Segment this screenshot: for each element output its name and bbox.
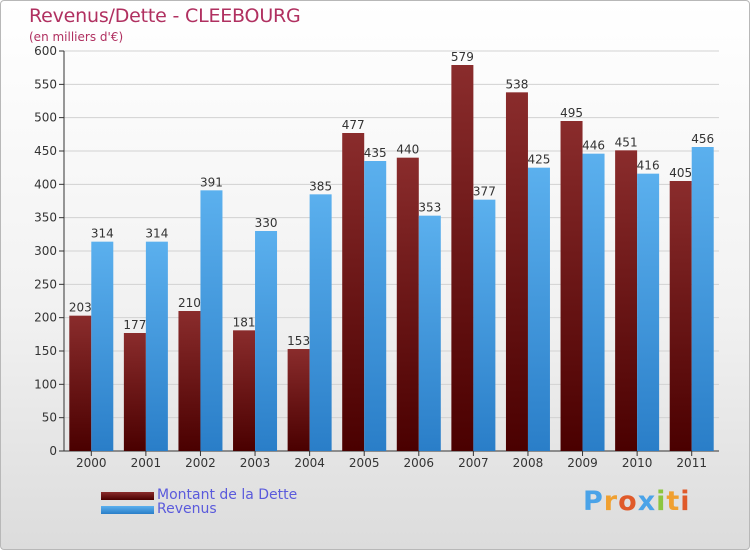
legend-label-debt: Montant de la Dette: [157, 487, 298, 503]
y-tick-label: 150: [34, 344, 57, 358]
y-tick-label: 450: [34, 144, 57, 158]
x-tick-label: 2001: [131, 456, 162, 470]
y-tick-label: 500: [34, 111, 57, 125]
y-tick-label: 600: [34, 44, 57, 58]
bar-revenus: [145, 241, 168, 451]
data-label: 153: [287, 334, 310, 348]
x-tick-label: 2011: [676, 456, 707, 470]
bar-revenus: [418, 215, 441, 451]
x-tick-label: 2009: [567, 456, 598, 470]
bar-dette: [178, 311, 201, 451]
bar-dette: [233, 330, 256, 451]
bar-revenus: [200, 190, 223, 452]
x-tick-label: 2004: [294, 456, 325, 470]
data-label: 181: [233, 315, 256, 329]
data-label: 440: [396, 143, 419, 157]
data-label: 391: [200, 175, 223, 189]
logo-letter: x: [637, 486, 657, 517]
y-tick-label: 400: [34, 177, 57, 191]
chart-subtitle: (en milliers d'€): [29, 30, 124, 44]
chart-title: Revenus/Dette - CLEEBOURG: [29, 5, 301, 27]
y-tick-label: 300: [34, 244, 57, 258]
data-label: 314: [91, 227, 114, 241]
data-label: 435: [364, 146, 387, 160]
data-label: 377: [473, 185, 496, 199]
proxiti-logo: Proxiti: [583, 486, 691, 517]
x-tick-label: 2003: [240, 456, 271, 470]
bar-dette: [287, 349, 310, 451]
data-label: 330: [255, 216, 278, 230]
legend-swatch-debt: [101, 492, 154, 500]
bar-dette: [560, 121, 583, 451]
bar-dette: [396, 157, 419, 451]
x-tick-label: 2007: [458, 456, 489, 470]
logo-letter: i: [656, 486, 667, 517]
data-label: 425: [528, 153, 551, 167]
logo-letter: P: [583, 486, 604, 517]
legend-label-revenus: Revenus: [157, 501, 217, 517]
bar-dette: [123, 333, 146, 451]
y-tick-label: 100: [34, 377, 57, 391]
x-tick-label: 2010: [622, 456, 653, 470]
x-tick-label: 2002: [185, 456, 216, 470]
data-label: 451: [615, 135, 638, 149]
x-tick-label: 2006: [404, 456, 435, 470]
logo-letter: r: [603, 486, 619, 517]
logo-letter: o: [618, 486, 638, 517]
bar-revenus: [637, 173, 660, 451]
data-label: 203: [69, 301, 92, 315]
y-tick-label: 350: [34, 211, 57, 225]
bar-revenus: [527, 167, 550, 451]
data-label: 495: [560, 106, 583, 120]
bar-revenus: [309, 194, 332, 452]
y-tick-label: 250: [34, 277, 57, 291]
bar-revenus: [91, 241, 114, 451]
data-label: 456: [691, 132, 714, 146]
logo-letter: i: [680, 486, 691, 517]
data-label: 579: [451, 50, 474, 64]
data-label: 446: [582, 139, 605, 153]
y-tick-label: 50: [42, 411, 57, 425]
x-tick-label: 2008: [513, 456, 544, 470]
bar-dette: [669, 181, 692, 451]
bar-dette: [505, 92, 528, 451]
x-tick-label: 2005: [349, 456, 380, 470]
y-tick-label: 200: [34, 311, 57, 325]
bar-revenus: [255, 231, 278, 451]
data-label: 477: [342, 118, 365, 132]
bar-dette: [342, 133, 365, 451]
data-label: 538: [506, 77, 529, 91]
bar-dette: [451, 65, 474, 451]
bar-revenus: [582, 153, 605, 451]
bar-revenus: [473, 199, 496, 451]
y-tick-label: 0: [49, 444, 57, 458]
data-label: 405: [669, 166, 692, 180]
x-tick-label: 2000: [76, 456, 107, 470]
bar-revenus: [691, 147, 714, 451]
data-label: 385: [309, 179, 332, 193]
data-label: 314: [145, 227, 168, 241]
data-label: 416: [637, 159, 660, 173]
data-label: 210: [178, 296, 201, 310]
logo-letter: t: [666, 486, 681, 517]
legend-swatch-revenus: [101, 506, 154, 514]
bar-revenus: [364, 161, 387, 451]
bar-dette: [615, 150, 638, 452]
data-label: 353: [418, 201, 441, 215]
bar-dette: [69, 315, 92, 451]
y-tick-label: 550: [34, 77, 57, 91]
data-label: 177: [123, 318, 146, 332]
